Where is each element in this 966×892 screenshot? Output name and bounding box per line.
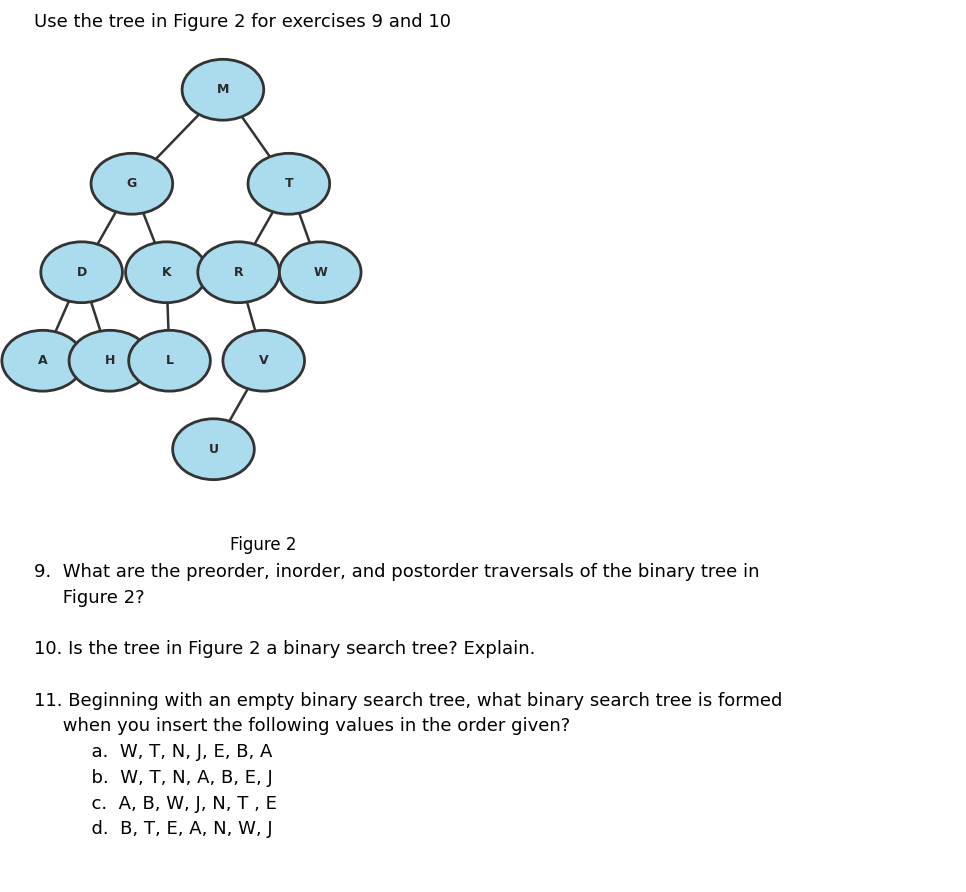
Text: W: W [313, 266, 327, 278]
Text: 9.  What are the preorder, inorder, and postorder traversals of the binary tree : 9. What are the preorder, inorder, and p… [34, 563, 782, 838]
Ellipse shape [91, 153, 173, 214]
Ellipse shape [198, 242, 279, 302]
Ellipse shape [126, 242, 207, 302]
Text: Use the tree in Figure 2 for exercises 9 and 10: Use the tree in Figure 2 for exercises 9… [34, 13, 451, 31]
Ellipse shape [223, 330, 304, 391]
Ellipse shape [128, 330, 211, 391]
Ellipse shape [182, 60, 264, 120]
Text: R: R [234, 266, 243, 278]
Ellipse shape [173, 419, 254, 480]
Ellipse shape [279, 242, 361, 302]
Text: M: M [216, 83, 229, 96]
Ellipse shape [41, 242, 123, 302]
Text: K: K [161, 266, 171, 278]
Text: H: H [104, 354, 115, 368]
Text: V: V [259, 354, 269, 368]
Text: Figure 2: Figure 2 [231, 536, 297, 554]
Text: T: T [285, 178, 293, 190]
Text: G: G [127, 178, 137, 190]
Ellipse shape [2, 330, 83, 391]
Text: L: L [165, 354, 174, 368]
Ellipse shape [248, 153, 329, 214]
Text: A: A [38, 354, 47, 368]
Text: D: D [76, 266, 87, 278]
Ellipse shape [70, 330, 151, 391]
Text: U: U [209, 442, 218, 456]
